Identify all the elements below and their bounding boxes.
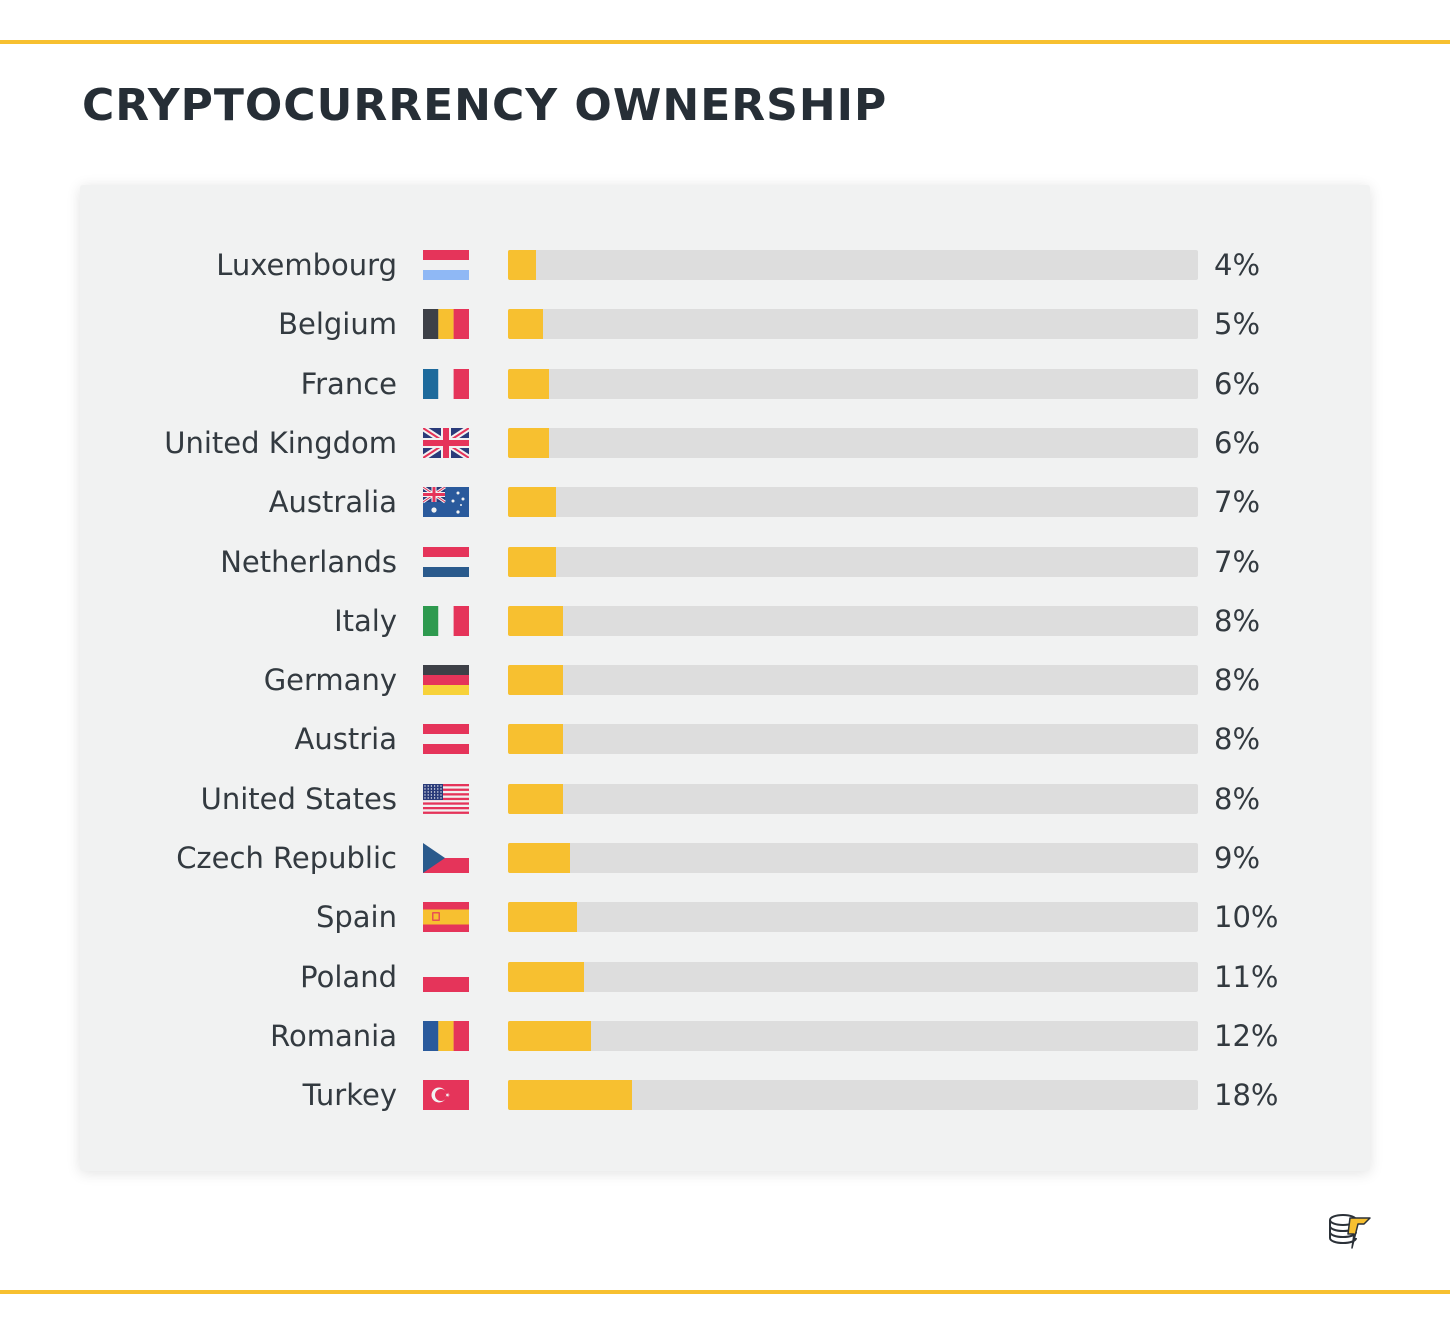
value-label: 8%: [1214, 781, 1261, 816]
bar-track: [508, 546, 1198, 577]
value-label: 7%: [1214, 544, 1261, 579]
bar-track: [508, 309, 1198, 340]
bar-track: [508, 724, 1198, 755]
bar: [508, 605, 564, 636]
category-label: Luxembourg: [216, 248, 397, 282]
united-states-flag-icon: [423, 783, 469, 814]
category-label: Poland: [300, 959, 397, 994]
bar-track: [508, 843, 1198, 873]
coin-stack-logo-icon: [1329, 1214, 1371, 1249]
bar-row: United Kingdom 6%: [80, 423, 1370, 463]
category-label: United States: [200, 781, 397, 816]
category-label: Belgium: [278, 307, 397, 342]
value-label: 18%: [1214, 1078, 1279, 1113]
chart-panel: Luxembourg 4% Belgium 5% France 6% United King…: [80, 185, 1370, 1171]
bar-track: [508, 1020, 1198, 1051]
united-kingdom-flag-icon: [423, 427, 469, 458]
italy-flag-icon: [423, 605, 469, 636]
category-label: Austria: [294, 722, 397, 757]
bar-track: [508, 250, 1198, 280]
bar: [508, 961, 584, 992]
austria-flag-icon: [423, 724, 469, 755]
czech-republic-flag-icon: [423, 843, 469, 873]
category-label: France: [300, 366, 397, 401]
turkey-flag-icon: [423, 1080, 469, 1111]
bar-track: [508, 902, 1198, 933]
bar: [508, 724, 564, 755]
bar-track: [508, 605, 1198, 636]
category-label: Spain: [315, 900, 397, 935]
bar-track: [508, 427, 1198, 458]
bar-row: France 6%: [80, 364, 1370, 404]
category-label: Czech Republic: [176, 841, 397, 875]
category-label: Germany: [263, 663, 397, 698]
bar: [508, 843, 571, 873]
value-label: 8%: [1214, 603, 1261, 638]
value-label: 11%: [1214, 959, 1279, 994]
bar-row: United States 8%: [80, 779, 1370, 819]
bar-track: [508, 783, 1198, 814]
bar-row: Netherlands 7%: [80, 542, 1370, 582]
bar: [508, 427, 550, 458]
value-label: 12%: [1214, 1018, 1279, 1053]
luxembourg-flag-icon: [423, 250, 469, 280]
bar: [508, 1020, 591, 1051]
bar-track: [508, 961, 1198, 992]
bar: [508, 783, 564, 814]
category-label: Netherlands: [220, 544, 397, 579]
bar-track: [508, 665, 1198, 696]
belgium-flag-icon: [423, 309, 469, 340]
poland-flag-icon: [423, 961, 469, 992]
bar-row: Germany 8%: [80, 660, 1370, 700]
bar: [508, 1080, 633, 1111]
category-label: Australia: [268, 485, 397, 520]
germany-flag-icon: [423, 665, 469, 696]
bar: [508, 665, 564, 696]
bottom-divider: [0, 1290, 1450, 1294]
category-label: Romania: [270, 1018, 397, 1053]
bar: [508, 250, 536, 280]
spain-flag-icon: [423, 902, 469, 933]
bar: [508, 309, 543, 340]
value-label: 6%: [1214, 425, 1261, 460]
bar-row: Turkey 18%: [80, 1075, 1370, 1115]
bar: [508, 902, 577, 933]
bar-row: Austria 8%: [80, 719, 1370, 759]
value-label: 9%: [1214, 841, 1261, 875]
romania-flag-icon: [423, 1020, 469, 1051]
bar-row: Australia 7%: [80, 482, 1370, 522]
bar-row: Czech Republic 9%: [80, 838, 1370, 878]
bar-track: [508, 487, 1198, 518]
bar: [508, 546, 557, 577]
category-label: United Kingdom: [164, 425, 397, 460]
category-label: Italy: [334, 603, 397, 638]
top-divider: [0, 40, 1450, 44]
value-label: 7%: [1214, 485, 1261, 520]
australia-flag-icon: [423, 487, 469, 518]
category-label: Turkey: [302, 1078, 397, 1113]
value-label: 8%: [1214, 663, 1261, 698]
chart-title: CRYPTOCURRENCY OWNERSHIP: [82, 80, 888, 131]
france-flag-icon: [423, 368, 469, 399]
bar-row: Romania 12%: [80, 1016, 1370, 1056]
value-label: 5%: [1214, 307, 1261, 342]
bar-row: Italy 8%: [80, 601, 1370, 641]
value-label: 8%: [1214, 722, 1261, 757]
value-label: 6%: [1214, 366, 1261, 401]
bar-row: Belgium 5%: [80, 304, 1370, 344]
value-label: 10%: [1214, 900, 1279, 935]
bar-row: Luxembourg 4%: [80, 245, 1370, 285]
netherlands-flag-icon: [423, 546, 469, 577]
bar-row: Poland 11%: [80, 957, 1370, 997]
bar-track: [508, 368, 1198, 399]
bar-track: [508, 1080, 1198, 1111]
bar: [508, 368, 550, 399]
value-label: 4%: [1214, 248, 1261, 282]
bar: [508, 487, 557, 518]
bar-row: Spain 10%: [80, 897, 1370, 937]
